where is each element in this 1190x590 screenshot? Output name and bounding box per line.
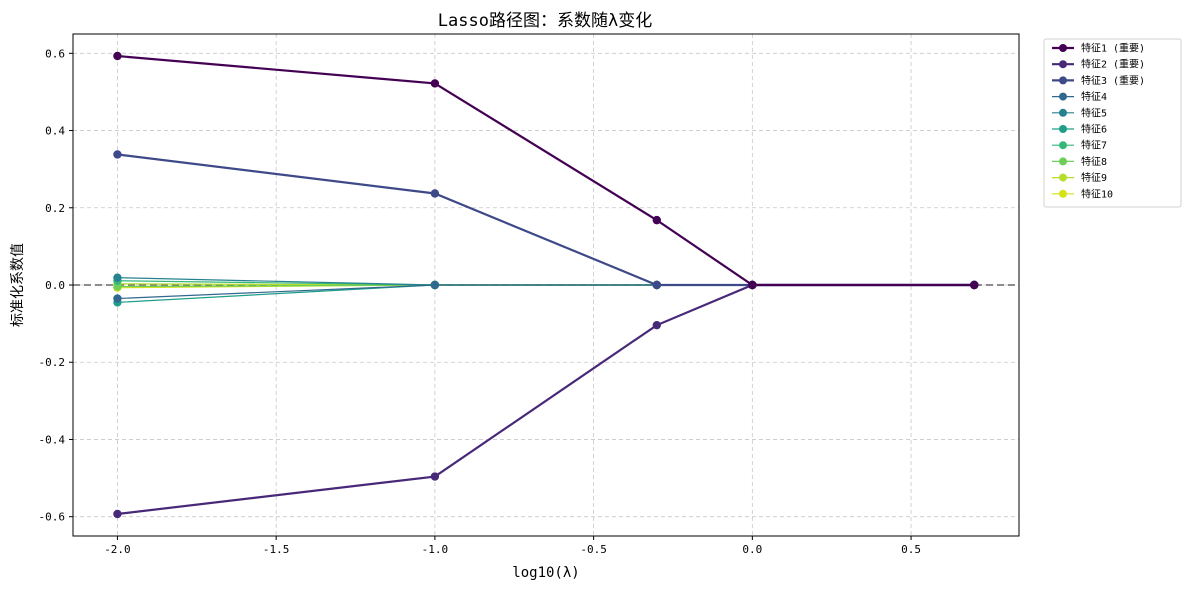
- y-tick-label: -0.2: [39, 356, 66, 369]
- y-tick-label: -0.4: [39, 433, 66, 446]
- legend-swatch-marker: [1059, 76, 1067, 85]
- series-line: [117, 283, 975, 516]
- y-tick-label: -0.6: [39, 511, 66, 524]
- legend-swatch-marker: [1059, 44, 1067, 52]
- x-tick-label: -0.5: [580, 543, 607, 556]
- legend-item: 特征5: [1052, 107, 1107, 119]
- legend-item: 特征2 (重要): [1052, 58, 1145, 71]
- y-tick-label: 0.4: [45, 125, 65, 138]
- legend-label: 特征10: [1081, 188, 1113, 200]
- data-point: [430, 79, 440, 88]
- data-point: [430, 472, 440, 481]
- series-2: [113, 280, 979, 519]
- data-point: [430, 280, 440, 290]
- legend-item: 特征1 (重要): [1052, 42, 1145, 55]
- data-point: [113, 273, 122, 282]
- data-point: [748, 280, 757, 290]
- data-point: [113, 282, 122, 291]
- y-tick-label: 0.6: [45, 47, 65, 60]
- series-line: [117, 153, 975, 287]
- legend-swatch-marker: [1059, 92, 1067, 101]
- legend-swatch-marker: [1059, 60, 1067, 69]
- data-point: [652, 215, 661, 225]
- legend-label: 特征5: [1081, 107, 1107, 119]
- legend-swatch-marker: [1059, 157, 1067, 166]
- series-line: [117, 284, 975, 303]
- legend-label: 特征3 (重要): [1081, 74, 1145, 87]
- x-tick-label: -2.0: [104, 543, 131, 556]
- series-7: [113, 276, 979, 290]
- legend-item: 特征6: [1052, 124, 1107, 136]
- series-1: [113, 51, 979, 290]
- legend: 特征1 (重要) 特征2 (重要) 特征3 (重要) 特征4 特征5 特征6 特征7 特征8 特…: [1043, 38, 1182, 208]
- x-axis-ticks: -2.0 -1.5 -1.0 -0.5 0.0 0.5: [104, 536, 921, 556]
- series-3: [113, 150, 979, 290]
- x-tick-label: -1.0: [422, 543, 449, 556]
- legend-item: 特征3 (重要): [1052, 74, 1145, 87]
- y-tick-label: 0.2: [45, 202, 65, 215]
- legend-label: 特征1 (重要): [1081, 42, 1145, 55]
- legend-label: 特征7: [1081, 140, 1107, 152]
- chart-title: Lasso路径图：系数随λ变化: [438, 11, 652, 31]
- series-group: [113, 51, 979, 519]
- x-axis-label: log10(λ): [512, 565, 579, 581]
- legend-item: 特征7: [1052, 140, 1107, 152]
- x-tick-label: 0.5: [901, 543, 921, 556]
- data-point: [970, 280, 979, 290]
- legend-swatch-marker: [1059, 125, 1067, 133]
- data-point: [430, 189, 440, 198]
- legend-swatch-marker: [1059, 108, 1067, 117]
- legend-label: 特征6: [1081, 124, 1107, 136]
- legend-swatch-marker: [1059, 173, 1067, 182]
- legend-frame: [1043, 38, 1182, 208]
- x-tick-label: 0.0: [742, 543, 762, 556]
- legend-swatch-marker: [1059, 189, 1067, 198]
- y-axis-ticks: -0.6 -0.4 -0.2 0.0 0.2 0.4 0.6: [39, 47, 73, 524]
- legend-item: 特征9: [1052, 172, 1107, 184]
- legend-label: 特征2 (重要): [1081, 58, 1145, 71]
- legend-item: 特征4: [1052, 91, 1107, 103]
- y-tick-label: 0.0: [45, 279, 65, 292]
- legend-label: 特征4: [1081, 91, 1107, 103]
- legend-label: 特征8: [1081, 156, 1107, 168]
- y-axis-label: 标准化系数值: [10, 243, 26, 327]
- data-point: [113, 509, 122, 519]
- legend-label: 特征9: [1081, 172, 1107, 184]
- legend-swatch-marker: [1059, 141, 1067, 150]
- data-point: [113, 150, 122, 159]
- data-point: [652, 280, 661, 290]
- legend-item: 特征8: [1052, 156, 1107, 168]
- data-point: [113, 294, 122, 303]
- data-point: [652, 320, 661, 330]
- x-tick-label: -1.5: [263, 543, 290, 556]
- data-point: [113, 51, 122, 61]
- legend-item: 特征10: [1052, 188, 1113, 200]
